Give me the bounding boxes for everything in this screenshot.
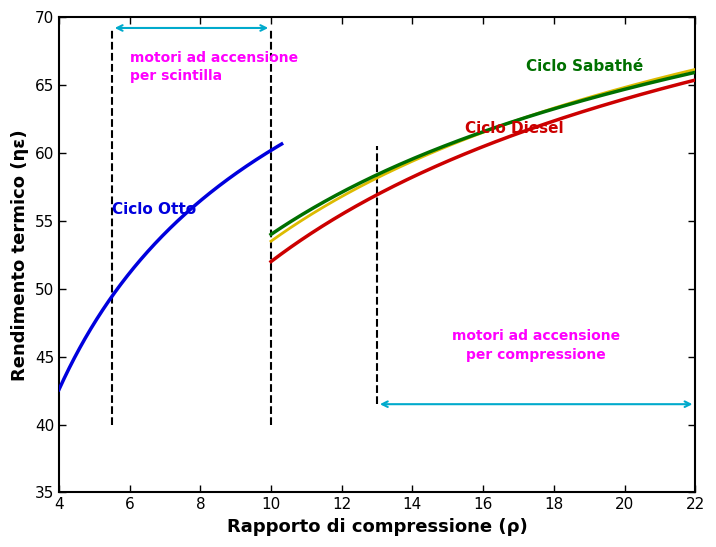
Text: motori ad accensione
per compressione: motori ad accensione per compressione [452, 329, 620, 362]
Text: motori ad accensione
per scintilla: motori ad accensione per scintilla [130, 51, 298, 84]
Text: Ciclo Diesel: Ciclo Diesel [465, 120, 564, 136]
Text: Ciclo Otto: Ciclo Otto [112, 202, 196, 217]
Text: Ciclo Sabathé: Ciclo Sabathé [526, 60, 643, 74]
X-axis label: Rapporto di compressione (ρ): Rapporto di compressione (ρ) [227, 518, 528, 536]
Y-axis label: Rendimento termico (ηε): Rendimento termico (ηε) [11, 129, 29, 381]
